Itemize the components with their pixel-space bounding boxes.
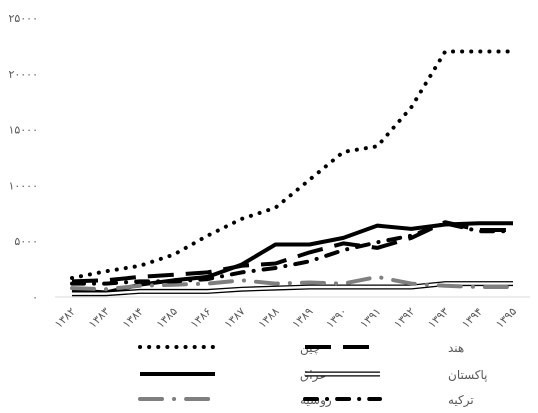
x-tick-label: ۱۳۹۳ [425,305,451,331]
data-point [173,254,174,255]
series-6 [70,221,515,286]
legend-item: پاکستان [305,368,488,382]
y-tick-label: ۰ [32,291,38,304]
legend-item: روسیه [138,393,332,408]
x-tick-label: ۱۳۸۵ [154,305,180,331]
legend-label: هند [448,341,464,355]
series-5 [70,274,515,292]
legend-label: ترکیه [448,393,474,408]
data-point [343,151,344,152]
x-tick-label: ۱۳۸۳ [86,305,112,331]
legend-item: چین [138,341,320,356]
y-tick-label: ۱۵۰۰۰ [8,124,38,137]
data-point [513,287,514,288]
y-tick-label: ۲۵۰۰۰ [8,12,38,25]
y-tick-label: ۱۰۰۰۰ [8,179,38,192]
x-tick-label: ۱۳۹۵ [493,305,519,331]
data-point [207,283,208,284]
x-tick-label: ۱۳۸۸ [256,305,282,331]
y-tick-label: ۲۰۰۰۰ [8,68,38,81]
data-point [513,231,514,232]
legend-item: هند [305,341,464,355]
data-point [513,51,514,52]
data-point [343,283,344,284]
series-2 [71,220,514,284]
x-axis: ۱۳۸۲ ۱۳۸۳ ۱۳۸۴ ۱۳۸۵ ۱۳۸۶ ۱۳۸۷ ۱۳۸۸ ۱۳۸۹ ۱۳۹۰ ۱۳۹۱… [52,305,519,331]
data-point [309,179,310,180]
data-point [377,276,378,277]
y-axis: ۰ ۵۰۰۰ ۱۰۰۰۰ ۱۵۰۰۰ ۲۰۰۰۰ ۲۵۰۰۰ [8,12,38,304]
x-tick-label: ۱۳۹۲ [391,305,417,331]
series-line [70,274,515,292]
data-point [513,230,514,231]
series-layer [70,49,515,297]
x-tick-label: ۱۳۹۴ [459,305,485,331]
legend-label: پاکستان [448,368,488,382]
legend: چین هند عراق پاکستان روسیه ترکیه [138,341,488,408]
y-tick-label: ۵۰۰۰ [14,235,38,248]
x-tick-label: ۱۳۹۱ [358,305,384,331]
x-tick-label: ۱۳۸۷ [222,305,248,331]
x-tick-label: ۱۳۸۹ [290,305,316,331]
data-point [343,250,344,251]
x-tick-label: ۱۳۸۲ [52,305,78,331]
x-tick-label: ۱۳۸۴ [120,305,146,331]
data-point [377,146,378,147]
series-line [70,49,515,280]
series-line [70,221,515,286]
data-point [105,280,106,281]
x-tick-label: ۱۳۹۰ [324,305,350,331]
data-point [479,287,480,288]
data-point [139,265,140,266]
data-point [309,261,310,262]
series-line [71,220,513,284]
legend-item: عراق [140,368,326,383]
x-tick-label: ۱۳۸۶ [188,305,214,331]
legend-item: ترکیه [303,393,474,408]
series-1 [70,49,515,280]
data-point [139,276,140,277]
